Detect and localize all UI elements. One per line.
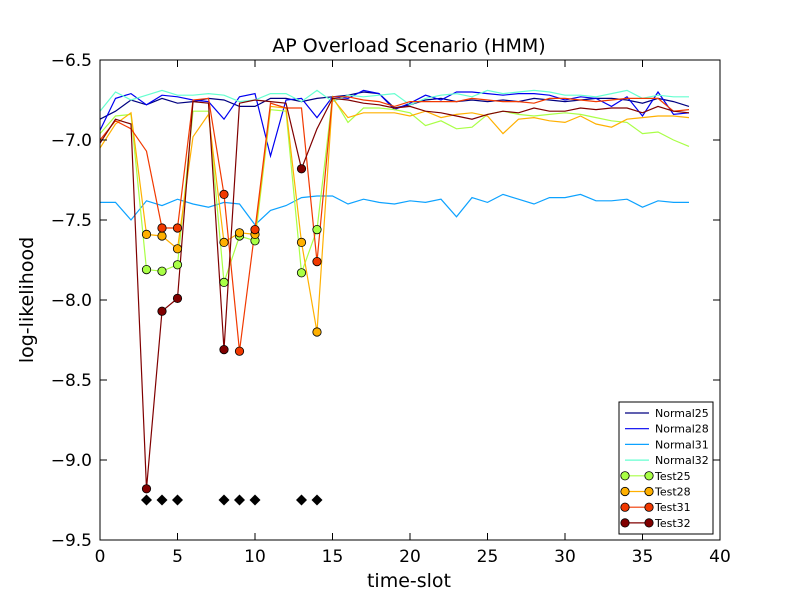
- detection-marker-t3: [141, 494, 152, 506]
- point-test31-t8: [219, 189, 229, 199]
- x-tick-label: 15: [322, 547, 344, 567]
- legend-label: Test31: [654, 501, 691, 514]
- y-tick-label: −8.5: [51, 371, 92, 391]
- point-test28-t9: [234, 228, 245, 238]
- legend-item-test28: Test28: [620, 486, 691, 499]
- series-line-normal32: [100, 89, 689, 112]
- legend-label: Normal25: [655, 407, 709, 420]
- y-tick-label: −7.5: [51, 211, 92, 231]
- series-line-test32: [100, 97, 690, 489]
- point-test28-t8: [219, 237, 229, 247]
- legend-label: Test32: [654, 517, 691, 530]
- point-test32-t13: [296, 164, 307, 174]
- point-test28-t3: [141, 229, 152, 239]
- detection-marker-t14: [311, 494, 323, 506]
- point-test25-t8: [219, 277, 229, 287]
- detection-marker-t4: [156, 494, 168, 506]
- y-tick-label: −9.5: [51, 531, 92, 551]
- point-test25-t3: [141, 264, 152, 275]
- legend-label: Normal32: [655, 454, 709, 467]
- point-test28-t13: [296, 237, 307, 247]
- legend-marker: [644, 502, 654, 512]
- legend-label: Test28: [654, 486, 691, 499]
- x-axis-label: time-slot: [367, 570, 451, 592]
- chart-title: AP Overload Scenario (HMM): [272, 35, 545, 57]
- point-test31-t4: [157, 223, 167, 233]
- detection-marker-t5: [172, 494, 183, 506]
- data-layer: [100, 89, 690, 506]
- series-line-test28: [100, 96, 690, 333]
- x-tick-label: 5: [172, 547, 183, 567]
- series-line-test25: [100, 94, 690, 283]
- legend-marker: [620, 471, 630, 481]
- x-tick-label: 25: [477, 547, 499, 567]
- point-test32-t8: [219, 344, 229, 355]
- x-tick-label: 20: [399, 547, 421, 567]
- legend-item-normal32: Normal32: [625, 454, 709, 467]
- legend-item-test25: Test25: [620, 470, 691, 483]
- detection-marker-t10: [249, 494, 261, 506]
- legend-marker: [620, 486, 630, 497]
- point-test32-t5: [172, 293, 183, 303]
- legend-item-normal28: Normal28: [625, 423, 709, 436]
- x-tick-label: 10: [244, 547, 266, 567]
- point-test28-t14: [312, 327, 322, 337]
- point-test28-t5: [172, 244, 183, 254]
- series-line-test31: [100, 96, 690, 352]
- series-line-normal28: [100, 89, 690, 159]
- point-test25-t14: [312, 225, 322, 235]
- legend-marker: [644, 471, 654, 481]
- detection-marker-t9: [234, 494, 245, 506]
- y-tick-label: −9.0: [51, 451, 92, 471]
- point-test28-t4: [157, 231, 167, 241]
- point-test32-t3: [141, 484, 152, 494]
- legend-marker: [644, 518, 654, 528]
- x-tick-label: 30: [554, 547, 576, 567]
- legend-item-test32: Test32: [620, 517, 691, 530]
- legend-item-normal25: Normal25: [625, 407, 709, 420]
- point-test31-t10: [250, 225, 260, 235]
- y-tick-label: −8.0: [51, 291, 92, 311]
- point-test31-t14: [312, 256, 322, 267]
- y-axis-label: log-likelihood: [16, 237, 38, 363]
- legend: Normal25 Normal28 Normal31 Normal32 Test25 Te…: [618, 401, 714, 535]
- point-test32-t4: [157, 306, 167, 316]
- x-tick-label: 40: [709, 547, 731, 567]
- y-tick-label: −6.5: [51, 51, 92, 71]
- x-tick-label: 35: [632, 547, 654, 567]
- legend-marker: [644, 486, 654, 497]
- legend-label: Test25: [654, 470, 691, 483]
- point-test31-t5: [172, 223, 183, 233]
- series-line-normal31: [100, 193, 689, 226]
- legend-box: [618, 401, 714, 535]
- point-test25-t13: [296, 268, 307, 278]
- legend-item-normal31: Normal31: [625, 438, 709, 451]
- point-test31-t9: [234, 346, 245, 356]
- x-tick-label: 0: [95, 547, 106, 567]
- y-tick-label: −7.0: [51, 131, 92, 151]
- axis-ticks: 0 5 10 15 20 25 30 35 40 −6.5 −7.0 −7.5 −8.0 −8.5 −9.0…: [51, 51, 731, 567]
- legend-label: Normal31: [655, 438, 709, 451]
- detection-marker-t13: [296, 494, 307, 506]
- legend-item-test31: Test31: [620, 501, 691, 514]
- legend-label: Normal28: [655, 423, 709, 436]
- legend-marker: [620, 502, 630, 512]
- legend-marker: [620, 518, 630, 528]
- detection-marker-t8: [218, 494, 230, 506]
- point-test25-t5: [172, 260, 183, 270]
- point-test25-t4: [157, 266, 167, 276]
